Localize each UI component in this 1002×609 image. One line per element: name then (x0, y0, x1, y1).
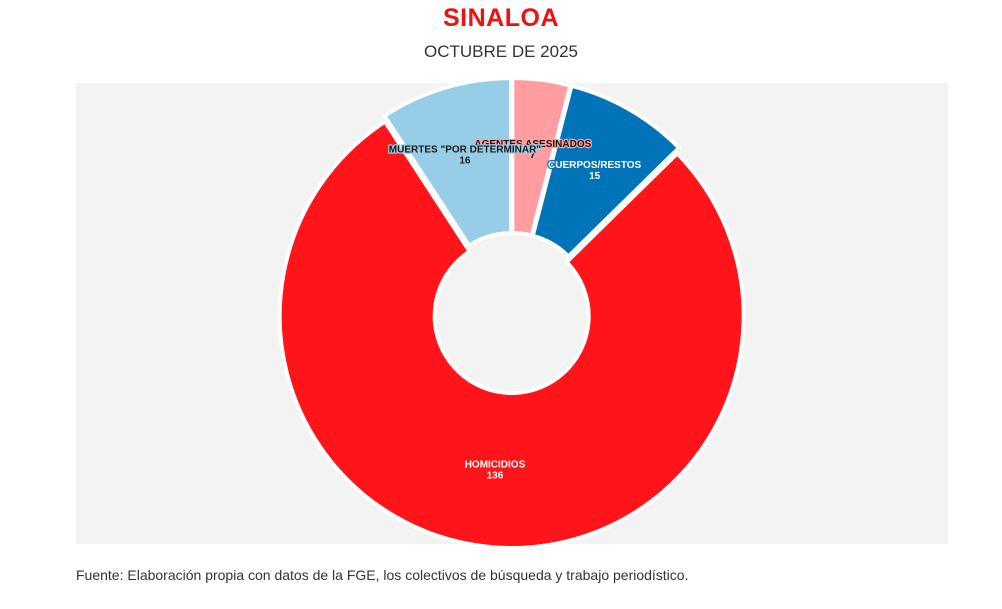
slice-value-muertes-por-determinar: 16 (459, 156, 471, 167)
chart-subtitle: OCTUBRE DE 2025 (424, 42, 578, 61)
source-note: Fuente: Elaboración propia con datos de … (76, 567, 689, 583)
slices-layer (277, 76, 746, 550)
slice-value-agentes-asesinados: 7 (530, 150, 536, 161)
slice-label-homicidios: HOMICIDIOS (465, 460, 526, 471)
slice-value-cuerpos-restos: 15 (589, 171, 601, 182)
chart-title: SINALOA (443, 4, 559, 32)
slice-label-cuerpos-restos: CUERPOS/RESTOS (548, 160, 641, 171)
slice-value-homicidios: 136 (487, 471, 504, 482)
slice-label-agentes-asesinados: AGENTES ASESINADOS (474, 139, 591, 150)
slice-label-muertes-por-determinar: MUERTES "POR DETERMINAR" (389, 145, 542, 156)
slice-muertes-por-determinar[interactable] (382, 76, 514, 248)
slice-cuerpos-restos[interactable] (530, 83, 682, 259)
slice-homicidios[interactable] (277, 119, 746, 550)
